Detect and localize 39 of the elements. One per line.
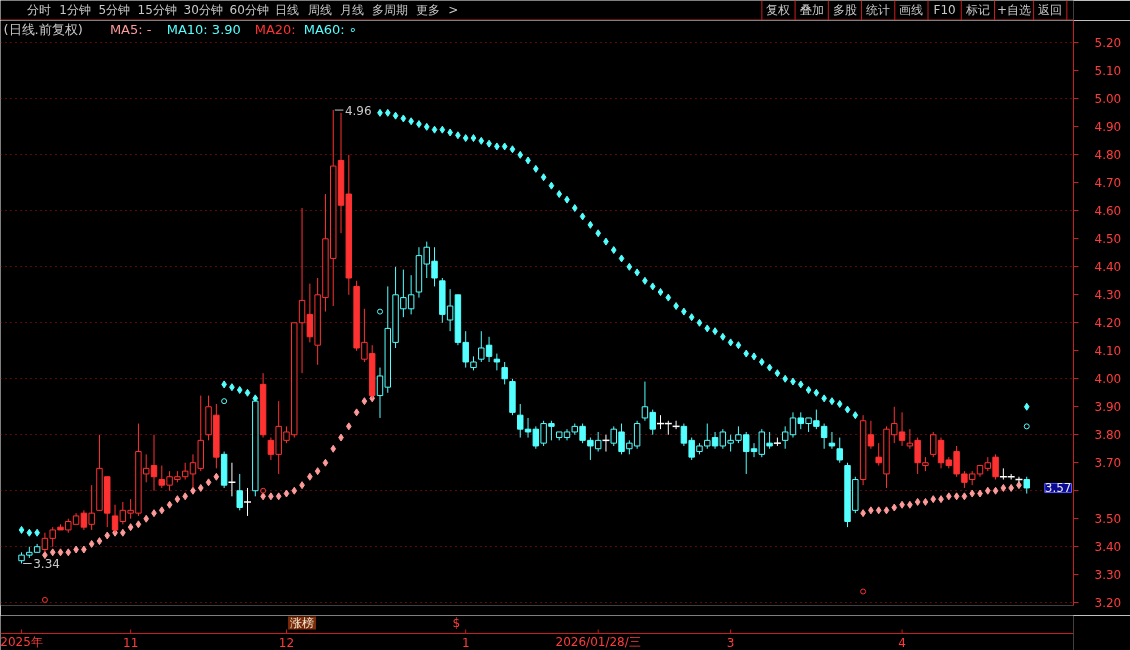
y-tick-label: 4.30 xyxy=(1094,288,1122,303)
annotation: 4.96 xyxy=(344,103,372,118)
y-tick-label: 3.80 xyxy=(1094,428,1122,443)
text: 分时 1分钟 5分钟 15分钟 30分钟 60分钟 日线 周线 月线 多周期 更多 > xyxy=(27,3,459,17)
text: 3.57 xyxy=(1044,481,1072,496)
y-tick-label: 4.40 xyxy=(1094,260,1122,275)
y-tick-label: 4.50 xyxy=(1094,232,1122,247)
y-tick-label: 3.20 xyxy=(1094,596,1122,611)
y-tick-label: 5.10 xyxy=(1094,64,1122,79)
text: MA10: 3.90 xyxy=(166,22,241,37)
x-tick-label: 3 xyxy=(726,635,735,650)
y-tick-label: 3.30 xyxy=(1094,568,1122,583)
text: MA20: xyxy=(254,22,296,37)
y-tick-label: 5.00 xyxy=(1094,92,1122,107)
y-tick-label: 4.70 xyxy=(1094,176,1122,191)
x-tick-label: 4 xyxy=(898,635,906,650)
y-tick-label: 4.10 xyxy=(1094,344,1122,359)
text: 复权 叠加 多股 统计 画线 F10 标记 +自选 返回 xyxy=(766,3,1063,17)
x-tick-label: 12 xyxy=(278,635,295,650)
text: MA60: ∘ xyxy=(303,22,358,37)
annotation: 3.34 xyxy=(33,557,60,572)
chart-title: (日线.前复权) xyxy=(3,22,83,37)
y-tick-label: 3.40 xyxy=(1094,540,1122,555)
x-tick-label: 2026/01/28/三 xyxy=(555,635,641,649)
y-tick-label: 4.60 xyxy=(1094,204,1122,219)
x-tick-label: 2025年 xyxy=(0,635,43,649)
y-tick-label: 4.00 xyxy=(1094,372,1122,387)
text: $ xyxy=(452,616,461,630)
y-tick-label: 3.70 xyxy=(1094,456,1122,471)
y-tick-label: 4.20 xyxy=(1094,316,1122,331)
x-tick-label: 11 xyxy=(123,635,139,650)
text: 涨榜 xyxy=(290,616,315,630)
y-tick-label: 3.90 xyxy=(1094,400,1122,415)
y-tick-label: 3.50 xyxy=(1094,512,1122,527)
y-tick-label: 5.20 xyxy=(1094,36,1122,51)
y-tick-label: 4.90 xyxy=(1094,120,1122,135)
y-tick-label: 4.80 xyxy=(1094,148,1122,163)
x-tick-label: 1 xyxy=(461,635,470,650)
text: MA5: - xyxy=(109,22,152,37)
